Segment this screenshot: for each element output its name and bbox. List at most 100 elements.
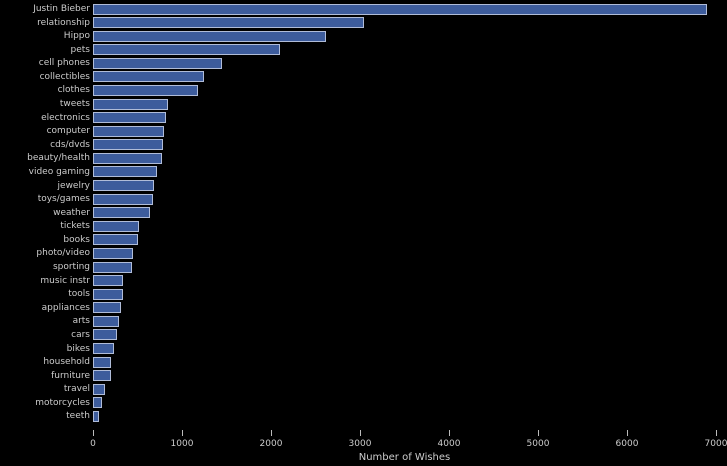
x-tick-mark <box>182 430 183 436</box>
bar <box>93 410 100 422</box>
x-tick-label: 3000 <box>348 439 372 449</box>
x-tick-mark <box>93 430 94 436</box>
bar <box>93 383 105 395</box>
bar <box>93 247 134 259</box>
bar <box>93 152 162 164</box>
x-tick-mark <box>449 430 450 436</box>
bar-row: household <box>0 356 727 368</box>
category-label: Justin Bieber <box>33 4 90 14</box>
category-label: pets <box>70 44 90 55</box>
bar <box>93 220 140 232</box>
category-label: clothes <box>57 85 90 96</box>
bar <box>93 234 139 246</box>
bar-row: cds/dvds <box>0 139 727 151</box>
bar <box>93 57 223 69</box>
category-label: appliances <box>41 302 90 313</box>
x-tick-label: 0 <box>90 439 96 449</box>
bar-row: motorcycles <box>0 397 727 409</box>
bar <box>93 30 327 42</box>
bar <box>93 180 155 192</box>
category-label: weather <box>53 207 90 218</box>
bar-row: books <box>0 234 727 246</box>
x-tick-label: 1000 <box>170 439 194 449</box>
category-label: cars <box>71 329 90 340</box>
bar <box>93 315 120 327</box>
bar <box>93 356 112 368</box>
bar-row: relationship <box>0 17 727 29</box>
bar-row: clothes <box>0 84 727 96</box>
x-tick-mark <box>627 430 628 436</box>
category-label: Hippo <box>63 31 90 42</box>
bar-row: pets <box>0 44 727 56</box>
bar-row: teeth <box>0 410 727 422</box>
bar <box>93 166 158 178</box>
bar-row: Hippo <box>0 30 727 42</box>
bar <box>93 329 118 341</box>
bar-row: sporting <box>0 261 727 273</box>
bar-row: beauty/health <box>0 152 727 164</box>
bar <box>93 261 133 273</box>
category-label: cell phones <box>38 58 90 69</box>
bar-row: appliances <box>0 302 727 314</box>
x-tick-label: 5000 <box>526 439 550 449</box>
bar-row: video gaming <box>0 166 727 178</box>
bar <box>93 343 114 354</box>
category-label: beauty/health <box>27 153 90 164</box>
bar <box>93 288 123 300</box>
category-label: motorcycles <box>35 397 90 408</box>
category-label: jewelry <box>57 180 90 191</box>
x-tick-mark <box>538 430 539 436</box>
x-axis-title: Number of Wishes <box>358 452 451 463</box>
bar-row: arts <box>0 315 727 327</box>
bar <box>93 84 199 96</box>
category-label: furniture <box>51 370 90 381</box>
category-label: photo/video <box>36 248 90 259</box>
category-label: arts <box>72 316 90 327</box>
bar <box>93 193 154 205</box>
x-tick-label: 6000 <box>615 439 639 449</box>
category-label: relationship <box>37 17 90 28</box>
category-label: video gaming <box>28 166 90 177</box>
bar-row: jewelry <box>0 180 727 192</box>
bar <box>93 275 124 287</box>
category-label: books <box>63 234 90 245</box>
category-label: tools <box>68 289 90 300</box>
category-label: electronics <box>41 112 90 123</box>
bar-row: tweets <box>0 98 727 110</box>
x-tick-label: 2000 <box>259 439 283 449</box>
x-tick-mark <box>271 430 272 436</box>
category-label: collectibles <box>39 71 90 82</box>
bar-row: travel <box>0 383 727 395</box>
x-tick-mark <box>360 430 361 436</box>
bar <box>93 370 111 382</box>
category-label: cds/dvds <box>50 139 90 150</box>
category-label: bikes <box>66 343 90 354</box>
bar-row: tickets <box>0 220 727 232</box>
category-label: household <box>43 357 90 368</box>
bar <box>93 44 280 56</box>
bar <box>93 17 365 29</box>
category-label: computer <box>46 126 90 137</box>
bar-row: furniture <box>0 370 727 382</box>
bar <box>93 139 164 151</box>
bar-row: cars <box>0 329 727 341</box>
bar <box>93 3 708 15</box>
bar-row: toys/games <box>0 193 727 205</box>
bar-row: tools <box>0 288 727 300</box>
category-label: toys/games <box>37 194 90 205</box>
category-label: music instr <box>40 275 90 286</box>
bar-row: music instr <box>0 275 727 287</box>
bar <box>93 302 122 314</box>
bar-row: electronics <box>0 112 727 124</box>
category-label: tweets <box>59 99 90 110</box>
bar <box>93 207 150 219</box>
category-label: tickets <box>60 221 90 232</box>
bar-row: Justin Bieber <box>0 3 727 15</box>
bar-row: cell phones <box>0 57 727 69</box>
x-tick-label: 7000 <box>704 439 727 449</box>
bar-row: photo/video <box>0 247 727 259</box>
bar-row: computer <box>0 125 727 137</box>
category-label: teeth <box>66 411 90 422</box>
